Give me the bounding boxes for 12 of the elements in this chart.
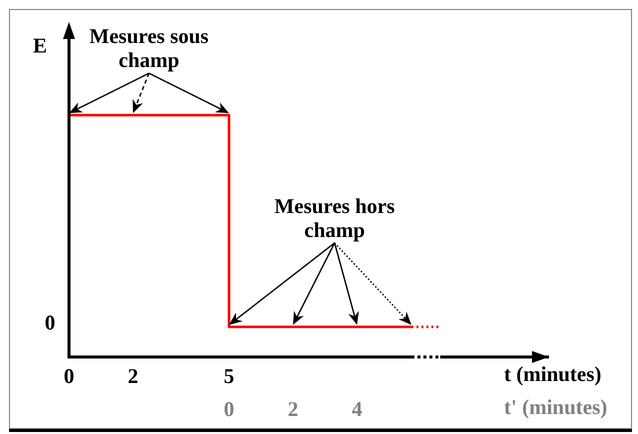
- x2-tick-label: 0: [224, 397, 234, 422]
- y-axis-title: E: [32, 33, 48, 58]
- x2-tick-label: 4: [352, 397, 363, 422]
- text: 0: [44, 310, 56, 334]
- x-tick-label: 0: [64, 364, 74, 388]
- text: Mesures sous champ: [89, 24, 209, 72]
- annotation: Mesures hors champ: [274, 194, 395, 242]
- x-tick-label: 5: [224, 364, 234, 388]
- x-axis-title: t (minutes): [504, 362, 602, 386]
- x2-axis-title: t' (minutes): [504, 394, 608, 419]
- x-tick-label: 2: [128, 364, 138, 388]
- x2-tick-label: 2: [288, 397, 298, 422]
